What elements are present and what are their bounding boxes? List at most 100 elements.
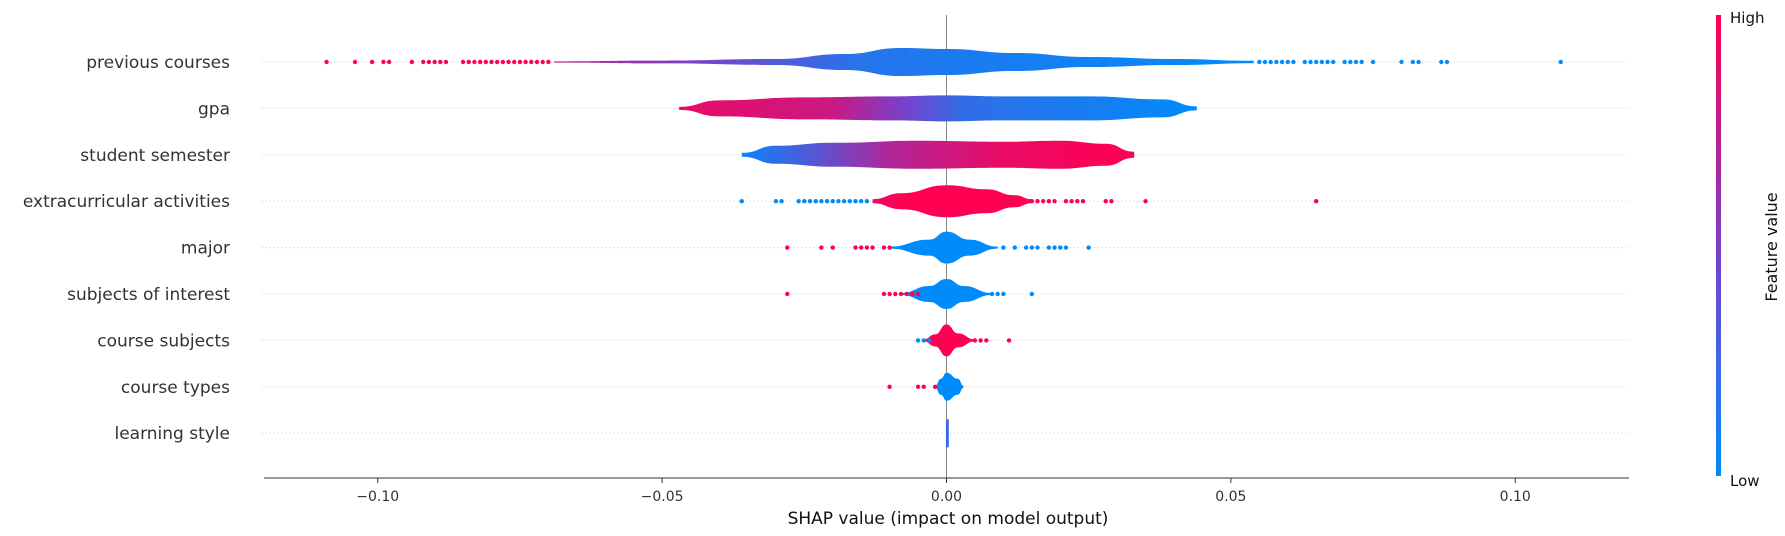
feature-label: learning style (114, 424, 230, 444)
scatter-point (898, 291, 904, 297)
scatter-point (887, 291, 892, 297)
scatter-point (512, 59, 517, 65)
scatter-point (989, 291, 995, 297)
scatter-point (409, 59, 415, 65)
scatter-point (1080, 199, 1086, 204)
scatter-point (853, 199, 858, 204)
scatter-point (1029, 245, 1035, 250)
x-tick-label: −0.05 (641, 489, 684, 505)
scatter-point (1342, 59, 1347, 65)
scatter-point (819, 245, 824, 250)
scatter-point (1274, 59, 1279, 65)
scatter-point (386, 59, 392, 65)
scatter-point (984, 338, 989, 343)
violin-shape (741, 140, 1135, 169)
scatter-point (529, 59, 534, 65)
feature-label: student semester (80, 146, 230, 166)
scatter-point (477, 59, 483, 65)
scatter-point (881, 245, 887, 250)
scatter-point (870, 245, 875, 250)
scatter-point (1439, 59, 1444, 65)
scatter-point (858, 245, 864, 250)
scatter-point (369, 59, 375, 65)
scatter-point (830, 245, 835, 250)
scatter-point (1075, 199, 1080, 204)
scatter-point (813, 199, 818, 204)
colorbar-high-label: High (1730, 9, 1764, 27)
scatter-point (438, 59, 443, 65)
scatter-point (1012, 245, 1017, 250)
scatter-point (1325, 59, 1330, 65)
feature-label: subjects of interest (67, 285, 230, 305)
violin-shape (889, 231, 998, 264)
scatter-point (483, 59, 489, 65)
x-axis-title: SHAP value (impact on model output) (788, 509, 1109, 529)
scatter-point (1285, 59, 1290, 65)
scatter-point (494, 59, 500, 65)
x-tick-label: 0.00 (931, 489, 962, 505)
scatter-point (802, 199, 807, 204)
scatter-point (927, 338, 932, 343)
scatter-point (779, 199, 784, 204)
scatter-point (785, 245, 790, 250)
x-tick-label: 0.10 (1500, 489, 1531, 505)
scatter-point (1103, 199, 1108, 204)
scatter-point (523, 59, 528, 65)
scatter-point (1086, 245, 1091, 250)
scatter-point (1262, 59, 1268, 65)
scatter-point (381, 59, 386, 65)
scatter-point (915, 338, 921, 343)
scatter-point (864, 245, 870, 250)
scatter-point (1046, 245, 1052, 250)
scatter-point (1001, 291, 1006, 297)
scatter-point (1308, 59, 1313, 65)
scatter-point (921, 338, 926, 343)
scatter-point (1040, 199, 1046, 204)
scatter-point (500, 59, 506, 65)
scatter-point (1416, 59, 1421, 65)
scatter-point (540, 59, 545, 65)
scatter-point (1313, 199, 1319, 204)
scatter-point (1444, 59, 1450, 65)
scatter-point (1052, 245, 1057, 250)
feature-label: extracurricular activities (23, 192, 230, 212)
scatter-point (1001, 245, 1006, 250)
scatter-point (1399, 59, 1404, 65)
scatter-point (1023, 245, 1029, 250)
feature-label: gpa (198, 99, 230, 119)
scatter-point (847, 199, 853, 204)
violin-layer (554, 48, 1254, 448)
scatter-point (1052, 199, 1057, 204)
scatter-point (1291, 59, 1296, 65)
scatter-point (1109, 199, 1114, 204)
scatter-point (1359, 59, 1364, 65)
scatter-point (460, 59, 466, 65)
scatter-point (830, 199, 835, 204)
scatter-point (352, 59, 358, 65)
scatter-point (785, 291, 790, 297)
scatter-point (807, 199, 813, 204)
violin-shape (554, 48, 1254, 76)
scatter-point (1046, 199, 1052, 204)
scatter-point (841, 199, 847, 204)
x-tick-label: 0.05 (1215, 489, 1246, 505)
scatter-point (472, 59, 477, 65)
scatter-point (915, 291, 921, 297)
colorbar: High Low Feature value (1716, 9, 1781, 490)
scatter-point (443, 59, 449, 65)
scatter-point (1410, 59, 1416, 65)
feature-labels: previous courses gpa student semester extra… (23, 53, 230, 444)
scatter-points-layer (324, 59, 1563, 389)
violin-shape (945, 419, 949, 448)
violin-shape (679, 95, 1197, 122)
scatter-point (421, 59, 426, 65)
scatter-point (1558, 59, 1563, 65)
scatter-point (546, 59, 551, 65)
scatter-point (517, 59, 523, 65)
scatter-point (915, 384, 921, 389)
scatter-point (864, 199, 870, 204)
scatter-point (1029, 199, 1035, 204)
scatter-point (739, 199, 744, 204)
scatter-point (1143, 199, 1148, 204)
